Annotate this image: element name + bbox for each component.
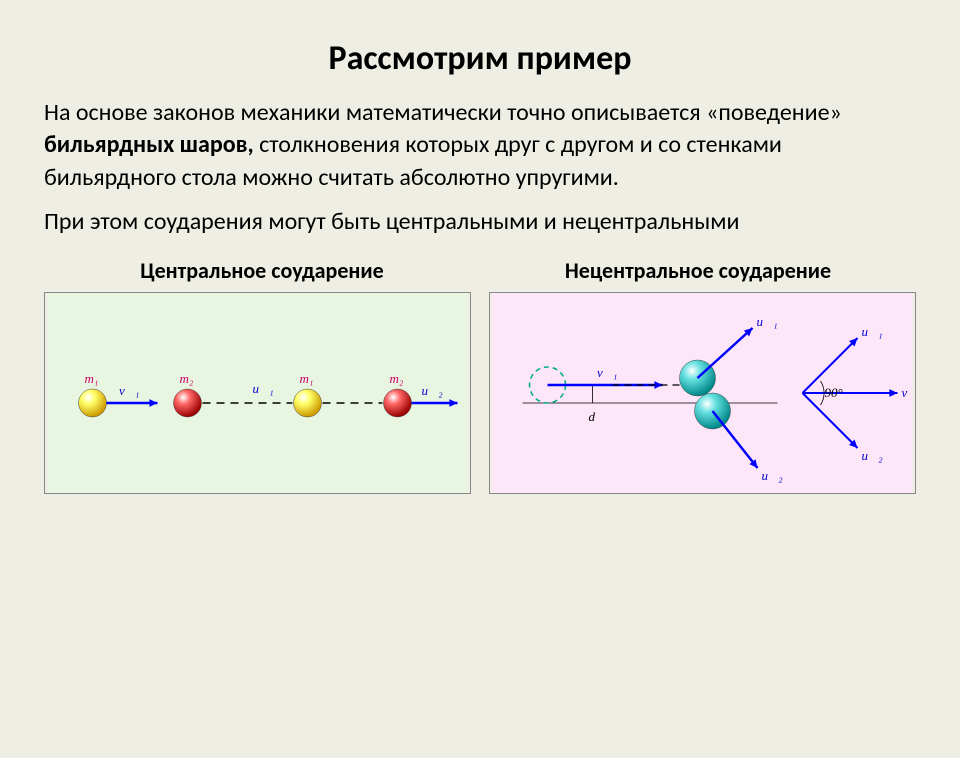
subtitle-left: Центральное соударение [44, 257, 480, 284]
svg-text:u⃗₂: u⃗₂ [762, 468, 784, 483]
paragraph-1: На основе законов механики математически… [44, 97, 916, 194]
diagram-row: u⃗₁ m₁ v⃗₁ m₂ m₁ m₂ u⃗₂ d v⃗₁ u⃗₁ u⃗₂ u⃗₁ v⃗₁ u⃗₂ 90° [44, 292, 916, 494]
svg-text:m₁: m₁ [300, 371, 314, 386]
subtitle-right: Нецентральное соударение [480, 257, 916, 284]
svg-text:m₂: m₂ [180, 371, 194, 386]
svg-text:u⃗₂: u⃗₂ [862, 448, 884, 463]
panel-central-collision: u⃗₁ m₁ v⃗₁ m₂ m₁ m₂ u⃗₂ [44, 292, 471, 494]
svg-text:m₁: m₁ [85, 371, 99, 386]
subtitles-row: Центральное соударение Нецентральное соу… [44, 257, 916, 284]
page-title: Рассмотрим пример [0, 38, 960, 79]
svg-text:90°: 90° [825, 385, 843, 400]
paragraph-2: При этом соударения могут быть центральн… [44, 206, 916, 238]
para1-bold: бильярдных шаров, [44, 130, 254, 159]
svg-text:v⃗₁: v⃗₁ [902, 385, 916, 400]
svg-text:d: d [589, 409, 596, 424]
svg-text:v⃗₁: v⃗₁ [597, 365, 617, 380]
panel-noncentral-collision: d v⃗₁ u⃗₁ u⃗₂ u⃗₁ v⃗₁ u⃗₂ 90° [489, 292, 916, 494]
svg-text:m₂: m₂ [390, 371, 404, 386]
para1-pre: На основе законов механики математически… [44, 98, 842, 127]
svg-text:u⃗₁: u⃗₁ [862, 324, 883, 339]
svg-text:v⃗₁: v⃗₁ [119, 383, 139, 398]
svg-text:u⃗₁: u⃗₁ [253, 381, 274, 396]
svg-text:u⃗₂: u⃗₂ [422, 383, 444, 398]
svg-text:u⃗₁: u⃗₁ [757, 314, 778, 329]
